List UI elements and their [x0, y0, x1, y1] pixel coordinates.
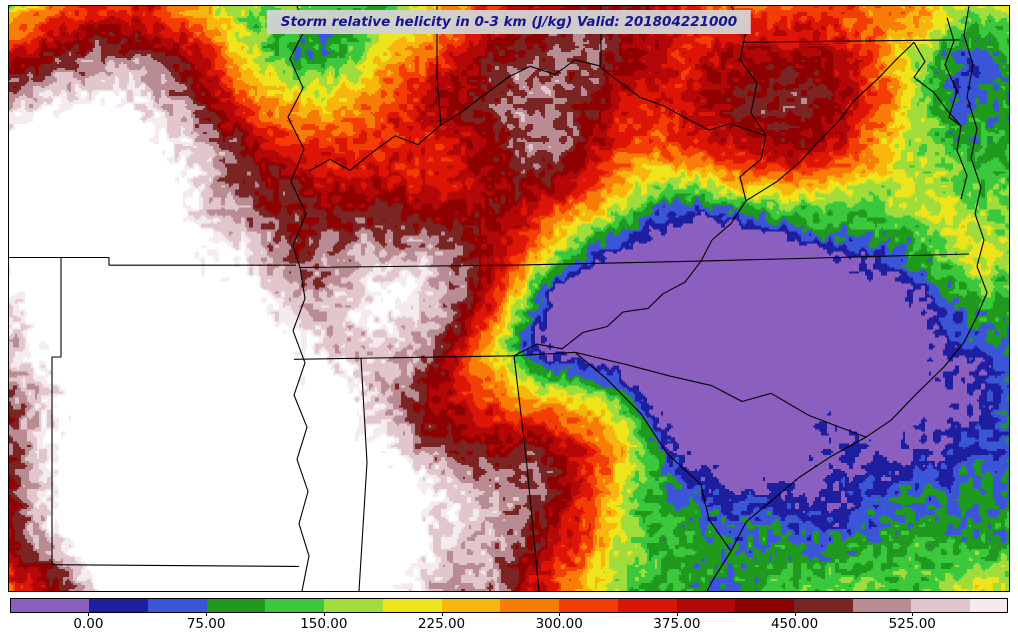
colorbar-tick: [559, 613, 561, 616]
colorbar-segment: [794, 599, 853, 612]
colorbar-segment: [324, 599, 383, 612]
colorbar-segment: [441, 599, 501, 612]
state-border-va-nc: [700, 253, 970, 262]
state-borders: [9, 6, 988, 591]
state-border-chesapeake-bay: [944, 17, 968, 200]
colorbar-tick-label: 225.00: [417, 616, 466, 632]
state-border-tn-nc: [513, 260, 702, 357]
map-title: Storm relative helicity in 0-3 km (J/kg)…: [266, 10, 752, 34]
colorbar-tick-label: 0.00: [73, 616, 104, 632]
helicity-field-canvas: [9, 6, 1009, 591]
state-border-tn-ms-al: [293, 355, 515, 360]
state-border-potomac: [913, 42, 962, 127]
state-border-ky-tn: [299, 260, 702, 269]
colorbar-tick: [441, 613, 443, 616]
colorbar-segment: [148, 599, 207, 612]
map-area: Storm relative helicity in 0-3 km (J/kg)…: [8, 5, 1010, 592]
state-border-ga-sc: [574, 351, 732, 552]
colorbar-tick: [676, 613, 678, 616]
colorbar-tick-label: 450.00: [770, 616, 819, 632]
colorbar-tick-label: 375.00: [653, 616, 701, 632]
colorbar-segment: [676, 599, 736, 612]
colorbar-tick: [794, 613, 796, 616]
state-border-nc-sc: [574, 351, 867, 438]
state-border-mississippi-river: [287, 6, 310, 591]
colorbar-tick-label: 525.00: [888, 616, 936, 632]
state-border-atlantic-coast: [706, 6, 988, 591]
colorbar-segment: [206, 599, 266, 612]
colorbar-segment: [11, 599, 90, 612]
colorbar-tick: [88, 613, 90, 616]
colorbar-tick: [206, 613, 208, 616]
state-border-ky-va-wv: [700, 135, 767, 262]
colorbar-segment: [89, 599, 149, 612]
colorbar-segment: [852, 599, 912, 612]
colorbar-segment: [911, 599, 971, 612]
state-border-ar-la: [51, 564, 300, 567]
colorbar-segment: [559, 599, 618, 612]
colorbar-segment: [382, 599, 442, 612]
colorbar-segment: [617, 599, 677, 612]
colorbar-segment: [265, 599, 325, 612]
state-border-ga-nc: [513, 351, 576, 357]
colorbar-segment: [500, 599, 560, 612]
colorbar-segment: [970, 599, 1007, 612]
state-border-mo-ar: [9, 256, 296, 266]
colorbar-tick-label: 75.00: [186, 616, 226, 632]
state-border-ms-al: [358, 358, 368, 591]
state-border-va-wv: [745, 41, 915, 202]
state-border-md-pa: [741, 39, 960, 43]
colorbar-tick-label: 300.00: [535, 616, 583, 632]
colorbar-tick: [912, 613, 914, 616]
colorbar-tick-label: 150.00: [300, 616, 348, 632]
colorbar-segment: [735, 599, 794, 612]
colorbar-tick: [323, 613, 325, 616]
state-border-ohio-river: [308, 59, 767, 172]
colorbar: [10, 598, 1008, 613]
state-border-ar-ok: [51, 257, 62, 565]
state-border-al-ga: [513, 355, 540, 591]
